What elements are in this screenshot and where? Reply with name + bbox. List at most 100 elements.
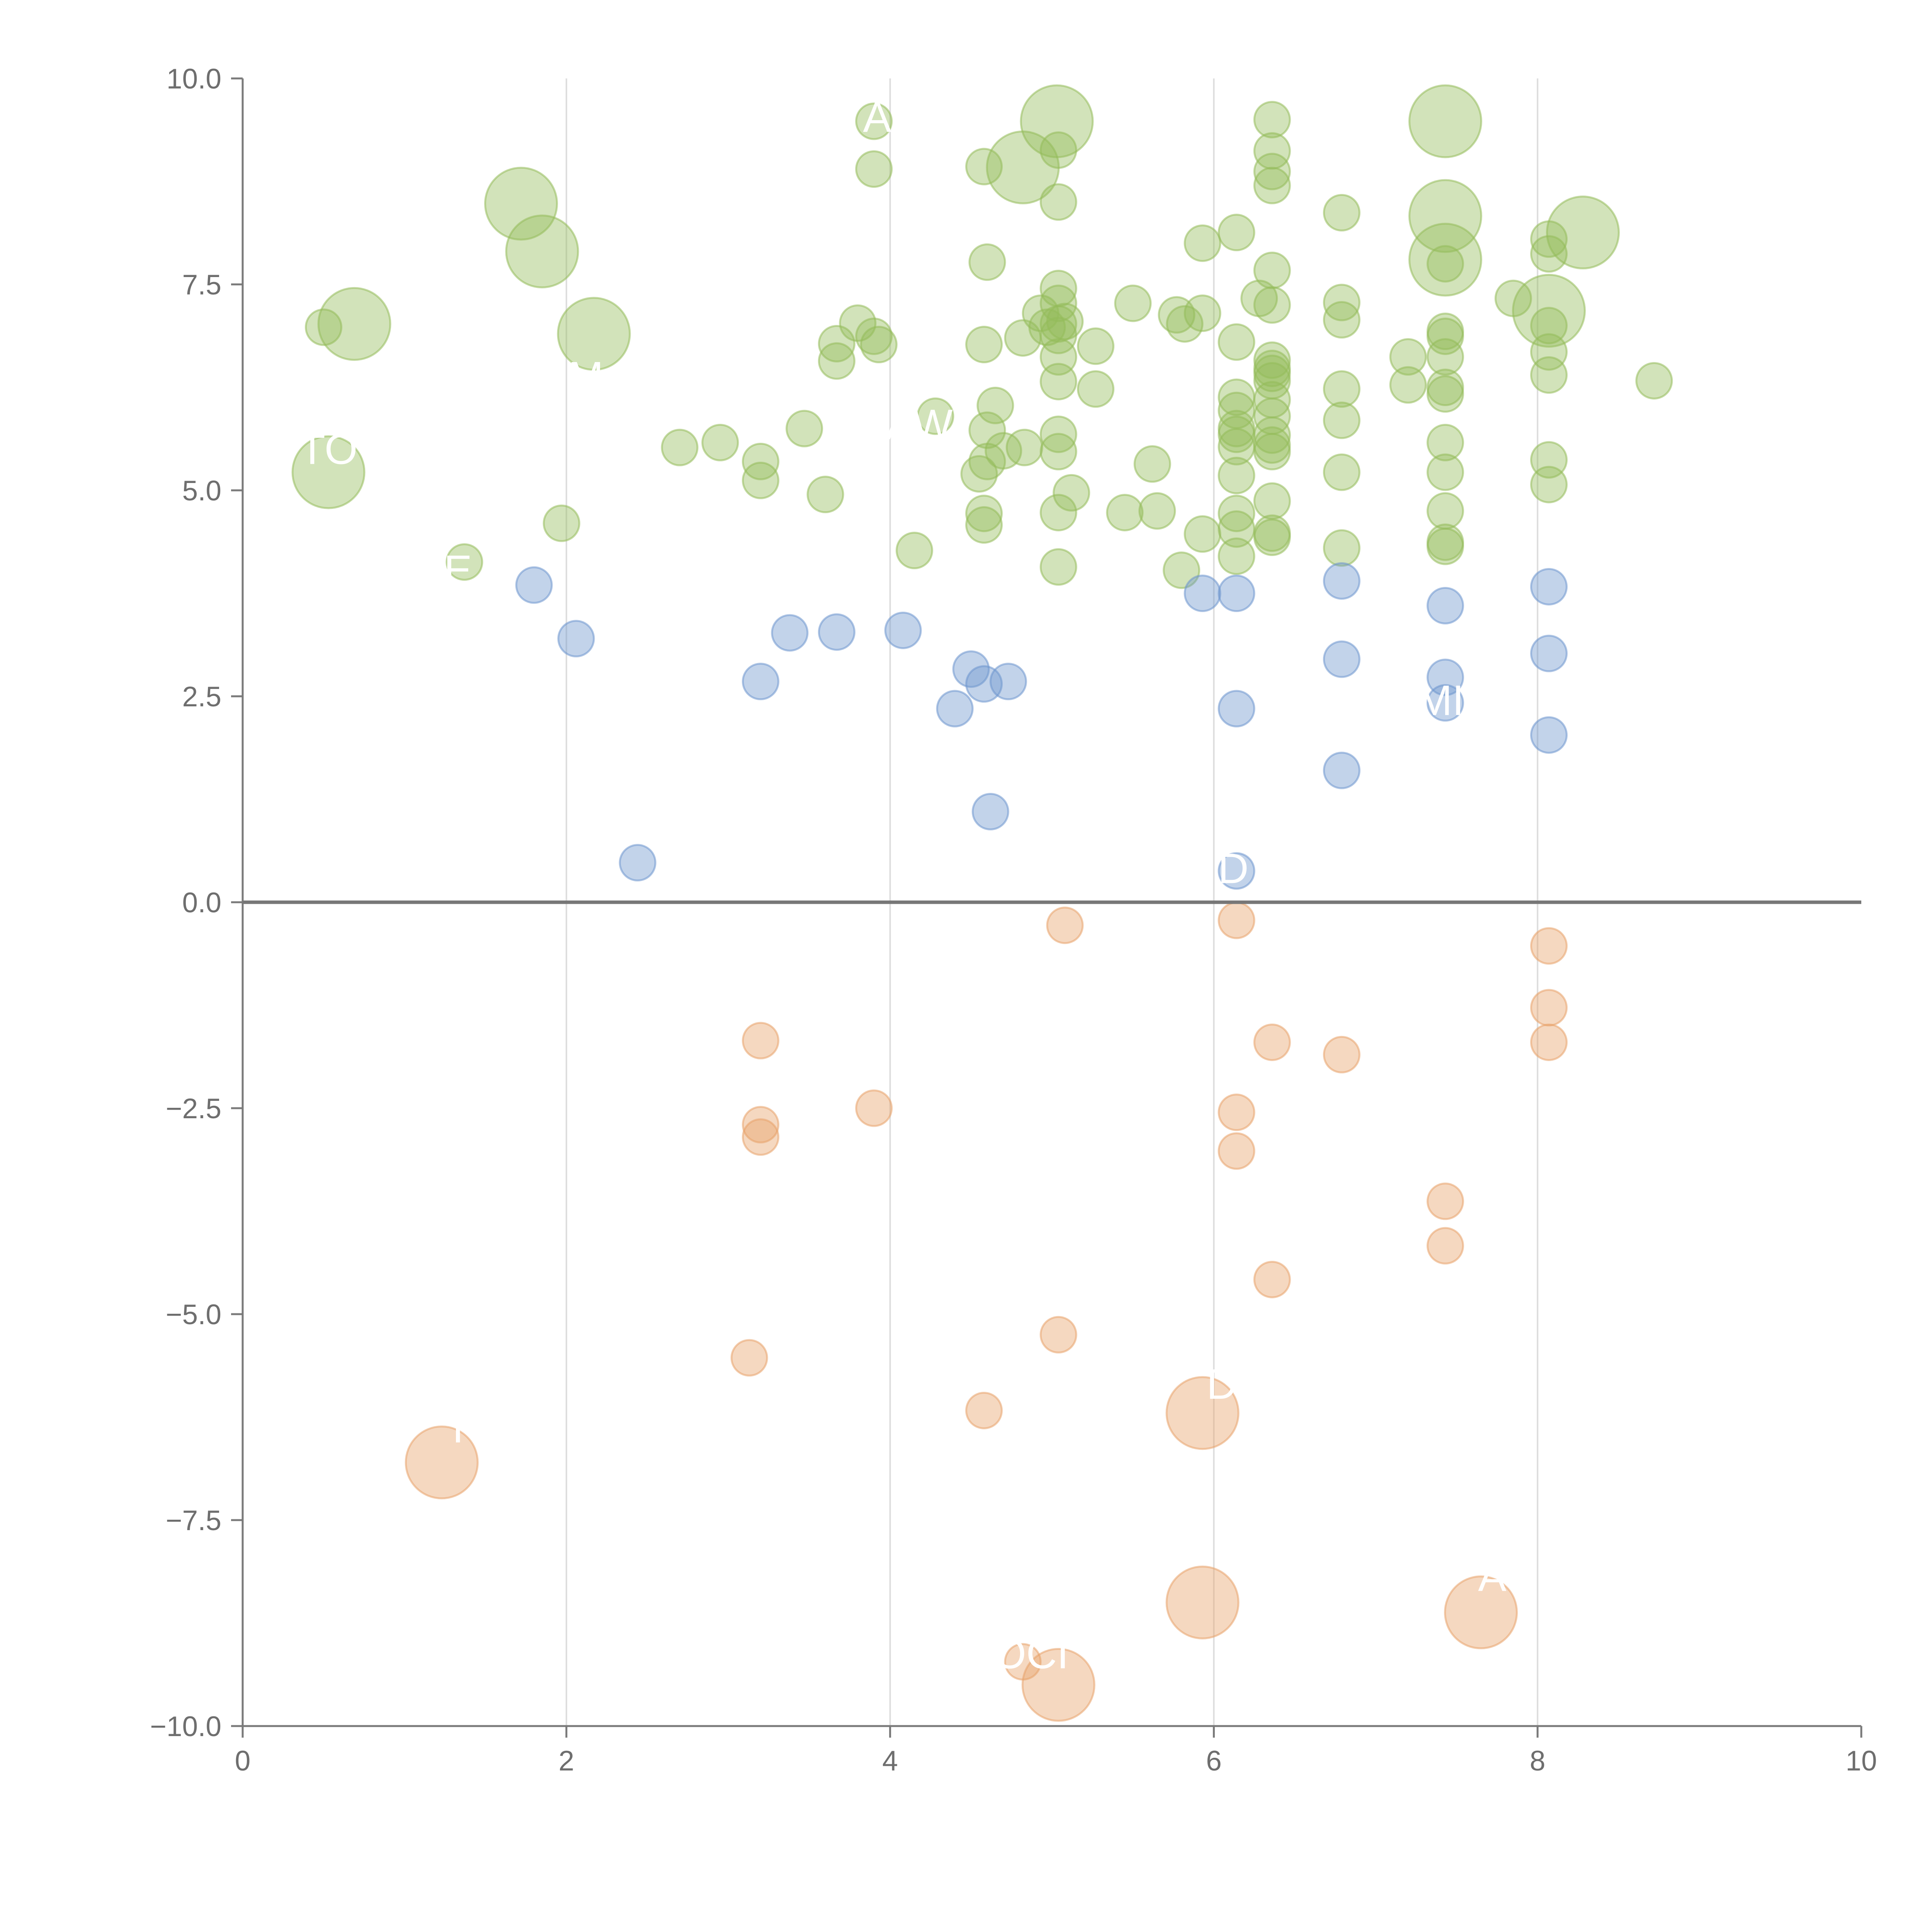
- data-point-negative: [1530, 927, 1568, 965]
- data-point-positive_strong: [1166, 305, 1204, 343]
- point-label: TO: [299, 425, 358, 473]
- data-point-positive_weak: [818, 613, 855, 651]
- data-point-positive_strong: [1218, 495, 1255, 532]
- data-point-positive_strong: [1530, 466, 1568, 503]
- point-label: OCI: [993, 1630, 1069, 1677]
- data-point-positive_strong: [1253, 519, 1291, 556]
- point-label: A: [863, 94, 891, 141]
- point-label: MI: [1417, 677, 1464, 724]
- data-point-positive_strong: [1253, 286, 1291, 324]
- data-point-positive_strong: [1426, 317, 1464, 355]
- data-point-positive_strong: [1005, 429, 1043, 466]
- data-point-positive_weak: [1218, 575, 1255, 612]
- data-point-positive_weak: [1530, 716, 1568, 754]
- data-point-positive_strong: [965, 148, 1003, 185]
- data-point-positive_strong: [1077, 370, 1115, 408]
- y-tick-label: −7.5: [166, 1505, 221, 1536]
- x-tick-label: 0: [235, 1745, 251, 1777]
- x-tick-label: 4: [882, 1745, 898, 1777]
- data-points: [291, 84, 1673, 1722]
- data-point-positive_strong: [1253, 433, 1291, 471]
- data-point-positive_weak: [1426, 587, 1464, 624]
- point-labels: A M TO E AW D MI D A OCI I: [299, 94, 1507, 1677]
- data-point-negative: [1021, 1648, 1095, 1722]
- data-point-positive_strong: [1253, 167, 1291, 204]
- data-point-positive_strong: [1218, 323, 1255, 361]
- data-point-negative: [1218, 1132, 1255, 1170]
- x-tick-label: 2: [558, 1745, 574, 1777]
- x-tick-label: 6: [1206, 1745, 1222, 1777]
- data-point-positive_strong: [1323, 370, 1361, 408]
- data-point-positive_weak: [742, 663, 779, 701]
- data-point-negative: [742, 1118, 779, 1156]
- data-point-positive_strong: [1323, 194, 1361, 232]
- data-point-positive_strong: [1020, 84, 1094, 158]
- data-point-positive_strong: [965, 506, 1003, 544]
- data-point-negative: [1218, 901, 1255, 939]
- data-point-positive_strong: [1106, 494, 1144, 532]
- data-point-positive_strong: [1408, 84, 1482, 158]
- data-point-positive_strong: [742, 461, 779, 499]
- data-point-positive_weak: [1530, 634, 1568, 672]
- data-point-negative: [1165, 1565, 1240, 1639]
- data-point-negative: [855, 1089, 893, 1127]
- data-point-positive_strong: [1546, 196, 1620, 270]
- data-point-positive_strong: [1184, 224, 1221, 262]
- y-tick-label: −5.0: [166, 1299, 221, 1330]
- data-point-positive_strong: [1039, 433, 1077, 471]
- data-point-negative: [1444, 1575, 1518, 1650]
- y-tick-label: 7.5: [182, 269, 221, 301]
- data-point-positive_strong: [661, 429, 699, 466]
- data-point-negative: [1323, 1036, 1361, 1073]
- data-point-positive_strong: [1253, 416, 1291, 454]
- data-point-positive_strong: [1253, 252, 1291, 289]
- data-point-positive_strong: [1389, 338, 1427, 376]
- data-point-positive_strong: [1635, 362, 1673, 400]
- data-point-positive_strong: [1039, 131, 1077, 169]
- data-point-positive_strong: [1530, 235, 1568, 273]
- data-point-positive_weak: [1530, 568, 1568, 605]
- data-point-negative: [1165, 1376, 1240, 1450]
- data-point-positive_strong: [1426, 375, 1464, 413]
- data-point-positive_strong: [291, 435, 366, 509]
- data-point-positive_strong: [855, 150, 893, 188]
- data-point-positive_strong: [505, 214, 579, 289]
- data-point-positive_strong: [1389, 366, 1427, 404]
- y-tick-label: 0.0: [182, 887, 221, 918]
- x-tick-label: 8: [1530, 1745, 1546, 1777]
- data-point-positive_strong: [968, 243, 1006, 281]
- data-point-negative: [1530, 989, 1568, 1027]
- data-point-positive_weak: [619, 844, 656, 882]
- data-point-positive_strong: [1039, 183, 1077, 221]
- data-point-positive_strong: [1039, 363, 1077, 401]
- data-point-positive_weak: [771, 614, 809, 652]
- data-point-positive_strong: [1408, 179, 1482, 253]
- data-point-negative: [1253, 1023, 1291, 1061]
- data-point-positive_strong: [1039, 548, 1077, 586]
- data-point-positive_strong: [1530, 333, 1568, 371]
- data-point-positive_weak: [952, 650, 990, 688]
- data-point-positive_strong: [786, 410, 823, 447]
- data-point-positive_strong: [1184, 515, 1221, 553]
- x-tick-label: 10: [1845, 1745, 1877, 1777]
- data-point-positive_strong: [1039, 494, 1077, 532]
- data-point-positive_strong: [1530, 307, 1568, 345]
- data-point-positive_strong: [1053, 474, 1090, 512]
- data-point-negative: [1530, 1023, 1568, 1061]
- data-point-positive_strong: [1253, 341, 1291, 379]
- point-label: E: [444, 547, 472, 594]
- data-point-positive_strong: [1426, 453, 1464, 491]
- data-point-negative: [742, 1022, 779, 1060]
- data-point-positive_strong: [701, 423, 739, 461]
- data-point-negative: [730, 1339, 768, 1377]
- y-tick-label: −2.5: [166, 1093, 221, 1124]
- data-point-negative: [965, 1391, 1003, 1429]
- data-point-positive_weak: [936, 690, 974, 728]
- data-point-positive_strong: [1046, 303, 1084, 340]
- data-point-positive_strong: [1253, 153, 1291, 190]
- data-point-negative: [405, 1425, 479, 1500]
- data-point-positive_strong: [1184, 294, 1221, 332]
- y-tick-label: 5.0: [182, 475, 221, 507]
- data-point-positive_strong: [1323, 301, 1361, 339]
